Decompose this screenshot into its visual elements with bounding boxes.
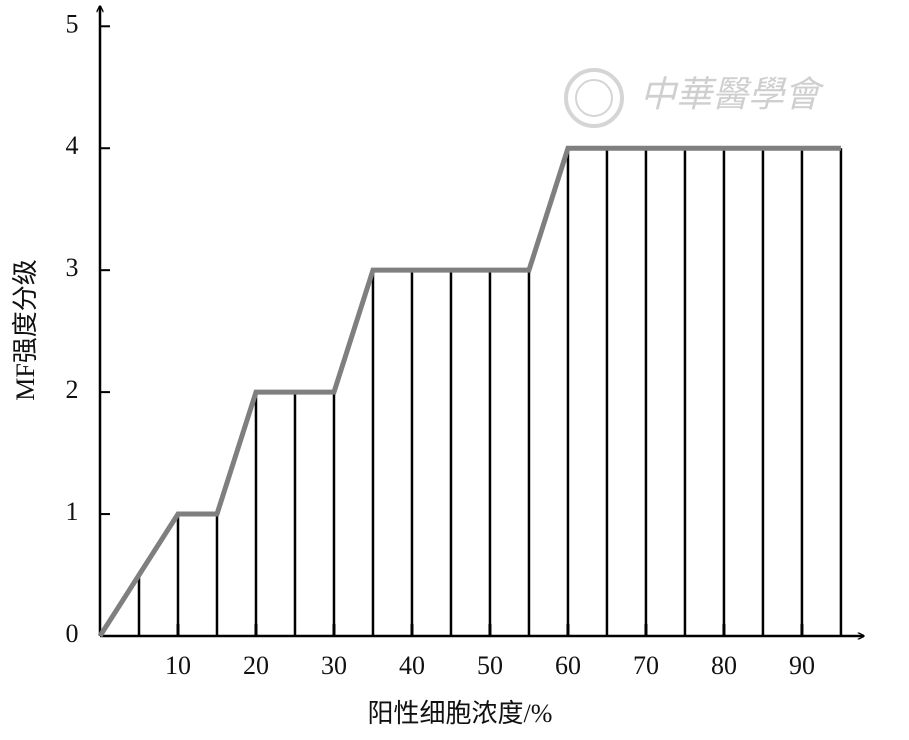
x-tick-label: 90 [789,651,815,680]
watermark-logo-inner [575,79,613,117]
y-tick-label: 4 [66,131,79,160]
y-axis-label: MF强度分级 [11,259,40,401]
x-tick-label: 40 [399,651,425,680]
y-tick-label: 0 [66,619,79,648]
y-tick-label: 5 [66,9,79,38]
x-tick-label: 80 [711,651,737,680]
y-tick-label: 1 [66,497,79,526]
data-line [97,145,841,638]
x-tick-label: 30 [321,651,347,680]
watermark: 中華醫學會 [564,68,825,128]
watermark-logo [564,68,624,128]
x-tick-label: 50 [477,651,503,680]
y-tick-label: 3 [66,253,79,282]
x-axis-label: 阳性细胞浓度/% [368,699,553,728]
y-tick-label: 2 [66,375,79,404]
x-tick-label: 60 [555,651,581,680]
x-tick-label: 70 [633,651,659,680]
x-tick-label: 20 [243,651,269,680]
x-tick-label: 10 [165,651,191,680]
watermark-text: 中華醫學會 [640,74,825,114]
